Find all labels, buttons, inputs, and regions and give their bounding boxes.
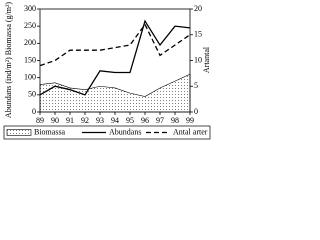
- x-tick-label: 92: [81, 116, 89, 125]
- legend-box: [3, 125, 211, 140]
- y-tick-label: 200: [24, 38, 36, 47]
- x-tick-label: 99: [186, 116, 194, 125]
- x-tick-label: 89: [36, 116, 44, 125]
- x-tick-label: 91: [66, 116, 74, 125]
- x-tick-label: 96: [141, 116, 149, 125]
- legend-label: Antal arter: [173, 127, 208, 136]
- y2-tick-label: 10: [194, 55, 202, 64]
- y2-tick-label: 5: [194, 81, 198, 90]
- y-tick-label: 250: [24, 21, 36, 30]
- area: [39, 73, 191, 113]
- y-tick-label: 150: [24, 55, 36, 64]
- y-tick-label: 100: [24, 72, 36, 81]
- legend-label: Biomassa: [34, 127, 66, 136]
- y-axis-label: Abundans (ind/m²) Biomassa (g/m²): [4, 2, 13, 118]
- x-tick-label: 95: [126, 116, 134, 125]
- y-tick-label: 50: [28, 90, 36, 99]
- line: [39, 23, 191, 67]
- y2-tick-label: 0: [194, 107, 198, 116]
- x-tick-label: 94: [111, 116, 119, 125]
- x-tick-label: 90: [51, 116, 59, 125]
- y-tick-label: 300: [24, 4, 36, 13]
- x-tick-label: 93: [96, 116, 104, 125]
- legend-swatch: [6, 129, 32, 136]
- y2-tick-label: 20: [194, 4, 202, 13]
- y2-axis-label: Artantal: [202, 46, 211, 73]
- line: [39, 19, 191, 96]
- x-tick-label: 98: [171, 116, 179, 125]
- x-tick-label: 97: [156, 116, 164, 125]
- legend-label: Abundans: [109, 127, 141, 136]
- y2-tick-label: 15: [194, 30, 202, 39]
- y-tick-label: 0: [32, 107, 36, 116]
- chart: Abundans (ind/m²) Biomassa (g/m²) Artant…: [3, 2, 211, 140]
